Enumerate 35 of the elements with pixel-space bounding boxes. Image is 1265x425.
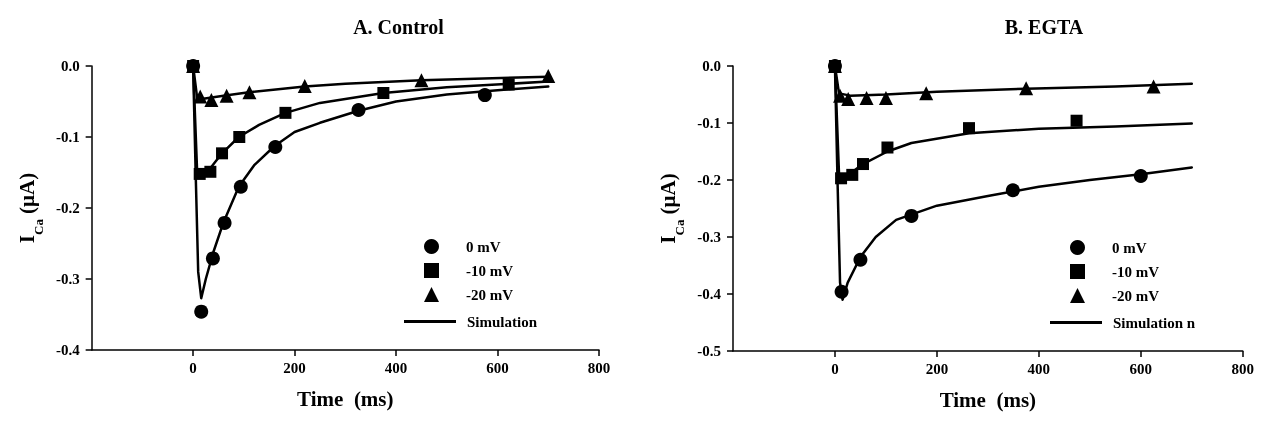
- legend-label: 0 mV: [1112, 239, 1147, 256]
- legend-label: Simulation n: [1113, 314, 1196, 331]
- x-tick-label: 600: [486, 359, 509, 376]
- chart-title: A. Control: [353, 16, 445, 38]
- y-axis-title: ICa (μA): [14, 172, 46, 244]
- legend-label: -10 mV: [466, 262, 514, 279]
- y-tick-label: -0.2: [697, 172, 721, 188]
- x-tick-label: 600: [1129, 360, 1153, 377]
- x-tick-label: 200: [925, 360, 949, 377]
- x-axis-title: Time (ms): [939, 387, 1037, 412]
- x-tick-label: 400: [1027, 360, 1051, 377]
- legend-label: -10 mV: [1112, 263, 1160, 280]
- y-tick-label: -0.1: [697, 115, 721, 131]
- y-tick-label: 0.0: [60, 58, 80, 74]
- legend-label: -20 mV: [1112, 287, 1160, 304]
- legend-label: -20 mV: [466, 286, 514, 303]
- y-tick-label: -0.4: [55, 342, 81, 358]
- y-tick-label: -0.5: [697, 343, 721, 359]
- x-axis-title: Time (ms): [297, 386, 394, 411]
- x-tick-label: 0: [189, 359, 197, 376]
- x-tick-label: 400: [384, 359, 408, 376]
- x-tick-label: 0: [831, 360, 839, 377]
- x-tick-label: 800: [587, 359, 611, 376]
- y-tick-label: 0.0: [702, 58, 721, 74]
- y-tick-label: -0.2: [55, 200, 80, 216]
- x-tick-label: 800: [1231, 360, 1254, 377]
- y-tick-label: -0.3: [55, 271, 80, 287]
- legend-label: 0 mV: [466, 238, 501, 255]
- y-tick-label: -0.4: [697, 286, 722, 302]
- legend-label: Simulation: [467, 313, 538, 330]
- x-tick-label: 200: [283, 359, 306, 376]
- y-tick-label: -0.3: [697, 229, 721, 245]
- chart-title: B. EGTA: [1004, 16, 1084, 38]
- y-tick-label: -0.1: [55, 129, 80, 145]
- y-axis-title: ICa (μA): [655, 173, 688, 244]
